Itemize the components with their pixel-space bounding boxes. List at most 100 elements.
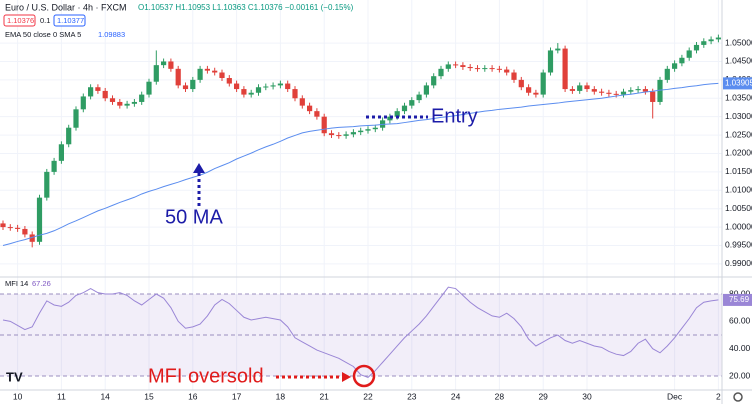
- candle-body: [679, 57, 685, 64]
- candle-body: [628, 90, 634, 92]
- x-tick-label: 14: [100, 391, 110, 401]
- candle-body: [36, 197, 43, 242]
- candle-body: [336, 135, 342, 137]
- candle-body: [321, 116, 327, 134]
- tv-logo: TV: [6, 369, 23, 384]
- candle-body: [51, 160, 57, 172]
- candle-body: [153, 65, 159, 82]
- candle-body: [58, 144, 64, 161]
- candle-body: [540, 72, 546, 95]
- candle-body: [15, 227, 21, 229]
- candle-body: [569, 89, 575, 91]
- x-tick-label: 23: [407, 391, 417, 401]
- mfi-legend-value: 67.26: [32, 279, 51, 288]
- y-tick-label: 60.00: [729, 316, 751, 326]
- ema-line: [2, 82, 719, 246]
- candle-body: [88, 87, 94, 97]
- candle-body: [22, 228, 28, 235]
- candle-body: [635, 89, 641, 91]
- annotation: Entry: [431, 105, 478, 127]
- x-tick-label: 10: [13, 391, 23, 401]
- y-tick-label: 1.04500: [725, 56, 752, 66]
- candle-body: [467, 66, 473, 69]
- candle-body: [44, 171, 50, 198]
- candle-body: [95, 87, 101, 91]
- candle-body: [350, 132, 356, 135]
- candle-body: [591, 89, 597, 92]
- candle-body: [204, 68, 210, 71]
- candle-body: [263, 86, 269, 88]
- mfi-line: [2, 286, 719, 378]
- oversold-arrowhead: [342, 372, 351, 382]
- candle-body: [474, 68, 481, 70]
- bid: 1.10376: [7, 16, 34, 25]
- oversold-circle: [352, 364, 376, 388]
- last-value-label: 75.69: [729, 295, 750, 304]
- candle-body: [277, 83, 283, 86]
- x-tick-label: 28: [495, 391, 505, 401]
- candle-body: [248, 92, 254, 95]
- candle-body: [584, 85, 590, 90]
- ohlc-text: O1.10537 H1.10953 L1.10363 C1.10376 −0.0…: [138, 3, 354, 12]
- x-tick-label: 30: [582, 391, 592, 401]
- candle-body: [358, 130, 364, 133]
- candle-body: [109, 98, 116, 102]
- y-tick-label: 1.00500: [725, 203, 752, 213]
- y-tick-label: 1.01000: [725, 185, 752, 195]
- y-tick-label: 1.05000: [725, 37, 752, 47]
- x-tick-label: 21: [319, 391, 329, 401]
- candle-body: [423, 85, 429, 95]
- y-tick-label: 1.03500: [725, 93, 752, 103]
- candle-body: [328, 133, 335, 136]
- y-tick-label: 1.03000: [725, 111, 752, 121]
- candle-body: [314, 111, 320, 117]
- candle-body: [190, 79, 196, 90]
- candle-body: [526, 87, 532, 93]
- x-tick-label: 16: [188, 391, 198, 401]
- ema-legend: EMA 50 close 0 SMA 5: [5, 30, 81, 39]
- candle-body: [219, 72, 225, 79]
- candle-body: [482, 68, 488, 70]
- candle-body: [701, 41, 707, 45]
- candle-body: [255, 87, 262, 93]
- y-tick-label: 0.99000: [725, 258, 752, 268]
- y-tick-label: 20.00: [729, 370, 751, 380]
- candle-body: [686, 50, 692, 58]
- y-tick-label: 80.00: [729, 288, 751, 298]
- candle-body: [80, 96, 86, 110]
- annotation: 50 MA: [165, 206, 223, 228]
- candle-body: [241, 89, 247, 95]
- candle-body: [234, 83, 240, 90]
- chart-title: Euro / U.S. Dollar · 4h · FXCM: [5, 2, 127, 12]
- candle-body: [124, 103, 130, 106]
- candle-body: [102, 90, 108, 99]
- settings-icon[interactable]: [733, 392, 743, 402]
- x-tick-label: 24: [451, 391, 461, 401]
- candle-body: [416, 94, 422, 101]
- x-tick-label: Dec: [667, 391, 683, 401]
- last-value-box: [723, 77, 752, 90]
- bid-box: [3, 14, 36, 27]
- candle-body: [606, 92, 612, 94]
- candle-body: [372, 127, 378, 130]
- candle-body: [715, 37, 721, 40]
- candle-body: [504, 69, 510, 73]
- candle-body: [613, 93, 619, 95]
- candle-body: [182, 85, 189, 90]
- candle-body: [161, 61, 167, 66]
- candle-body: [438, 68, 444, 77]
- candle-body: [66, 127, 72, 145]
- candle-body: [394, 111, 400, 117]
- candle-body: [175, 68, 181, 86]
- last-value-box: [723, 293, 752, 306]
- y-tick-label: 1.02500: [725, 129, 752, 139]
- candle-body: [555, 48, 561, 51]
- candle-body: [401, 105, 408, 112]
- candle-body: [139, 94, 145, 102]
- candle-body: [453, 64, 459, 66]
- candle-body: [343, 134, 349, 136]
- y-tick-label: 1.02000: [725, 148, 752, 158]
- candle-body: [445, 64, 451, 69]
